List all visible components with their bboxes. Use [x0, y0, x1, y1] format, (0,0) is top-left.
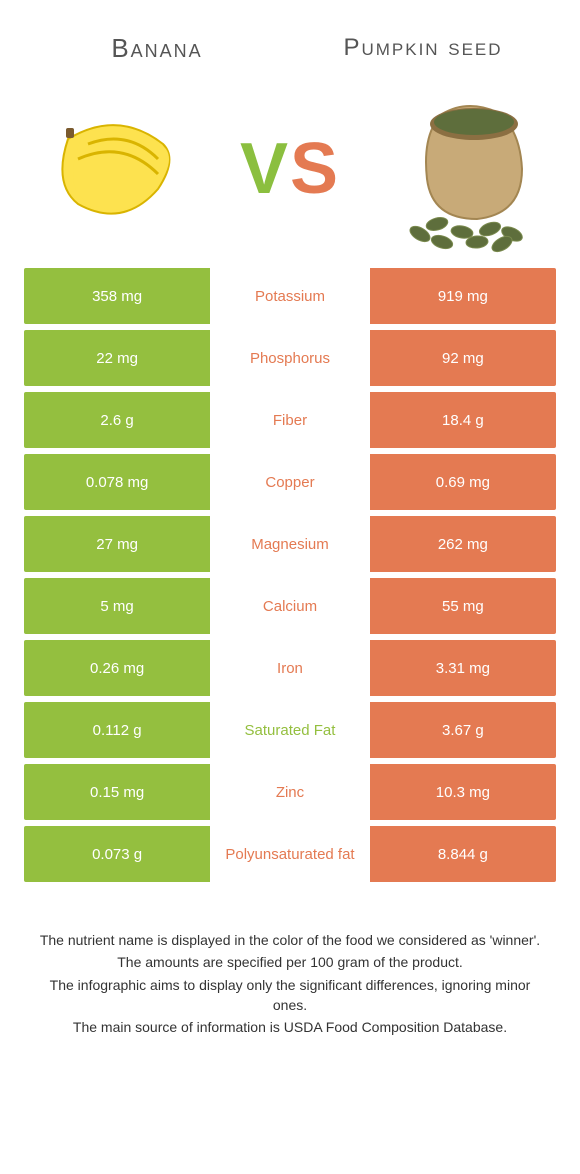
right-value: 3.31 mg: [370, 640, 556, 696]
table-row: 0.15 mgZinc10.3 mg: [24, 764, 556, 820]
right-food-image: [382, 84, 552, 254]
nutrient-label: Iron: [210, 640, 370, 696]
right-value: 0.69 mg: [370, 454, 556, 510]
right-value: 8.844 g: [370, 826, 556, 882]
nutrient-label: Polyunsaturated fat: [210, 826, 370, 882]
table-row: 0.078 mgCopper0.69 mg: [24, 454, 556, 510]
comparison-table: 358 mgPotassium919 mg 22 mgPhosphorus92 m…: [24, 268, 556, 882]
left-value: 0.15 mg: [24, 764, 210, 820]
right-value: 10.3 mg: [370, 764, 556, 820]
left-value: 0.078 mg: [24, 454, 210, 510]
right-title: Pumpkin seed: [290, 20, 556, 76]
table-row: 2.6 gFiber18.4 g: [24, 392, 556, 448]
nutrient-label: Copper: [210, 454, 370, 510]
footer-line: The main source of information is USDA F…: [34, 1017, 546, 1037]
table-row: 27 mgMagnesium262 mg: [24, 516, 556, 572]
table-row: 5 mgCalcium55 mg: [24, 578, 556, 634]
left-value: 5 mg: [24, 578, 210, 634]
right-value: 919 mg: [370, 268, 556, 324]
left-value: 0.26 mg: [24, 640, 210, 696]
left-food-image: [28, 84, 198, 254]
nutrient-label: Zinc: [210, 764, 370, 820]
left-value: 27 mg: [24, 516, 210, 572]
nutrient-label: Fiber: [210, 392, 370, 448]
vs-s: S: [290, 129, 340, 209]
left-value: 2.6 g: [24, 392, 210, 448]
footer-line: The nutrient name is displayed in the co…: [34, 930, 546, 950]
hero-row: VS: [24, 84, 556, 254]
nutrient-label: Magnesium: [210, 516, 370, 572]
left-value: 0.073 g: [24, 826, 210, 882]
right-value: 92 mg: [370, 330, 556, 386]
footer-notes: The nutrient name is displayed in the co…: [24, 930, 556, 1059]
left-title: Banana: [24, 20, 290, 76]
right-value: 262 mg: [370, 516, 556, 572]
footer-line: The infographic aims to display only the…: [34, 975, 546, 1016]
left-value: 0.112 g: [24, 702, 210, 758]
nutrient-label: Saturated Fat: [210, 702, 370, 758]
table-row: 358 mgPotassium919 mg: [24, 268, 556, 324]
table-row: 0.073 gPolyunsaturated fat8.844 g: [24, 826, 556, 882]
nutrient-label: Calcium: [210, 578, 370, 634]
right-value: 55 mg: [370, 578, 556, 634]
vs-label: VS: [198, 128, 382, 210]
nutrient-label: Phosphorus: [210, 330, 370, 386]
left-value: 358 mg: [24, 268, 210, 324]
nutrient-label: Potassium: [210, 268, 370, 324]
vs-v: V: [240, 129, 290, 209]
left-value: 22 mg: [24, 330, 210, 386]
table-row: 0.26 mgIron3.31 mg: [24, 640, 556, 696]
right-value: 3.67 g: [370, 702, 556, 758]
table-row: 22 mgPhosphorus92 mg: [24, 330, 556, 386]
footer-line: The amounts are specified per 100 gram o…: [34, 952, 546, 972]
title-row: Banana Pumpkin seed: [24, 20, 556, 76]
table-row: 0.112 gSaturated Fat3.67 g: [24, 702, 556, 758]
right-value: 18.4 g: [370, 392, 556, 448]
